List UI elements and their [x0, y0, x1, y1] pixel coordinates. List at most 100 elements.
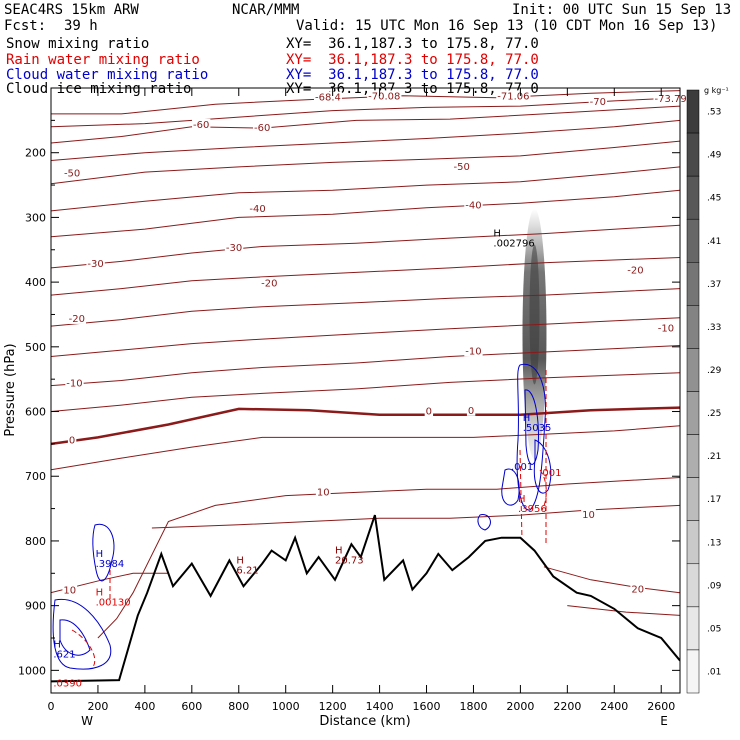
colorbar-segment — [686, 649, 700, 694]
y-tick-label: 500 — [25, 341, 46, 354]
cloud-water-contour — [92, 523, 115, 582]
isotherm-label-bg — [626, 264, 645, 276]
x-tick-label: 2200 — [553, 700, 581, 713]
colorbar-segment — [686, 218, 700, 263]
center-title: NCAR/MMM — [232, 2, 300, 18]
isotherm-label-bg — [224, 241, 244, 253]
isotherm-label: 10 — [63, 586, 76, 597]
cloud-water-contour — [501, 468, 520, 506]
colorbar-tick-label: .09 — [707, 581, 722, 591]
extremum-value: .001 — [511, 462, 533, 473]
temperature-isotherm — [51, 372, 680, 412]
isotherm-label: -50 — [64, 168, 80, 179]
x-tick-label: 0 — [48, 700, 55, 713]
field-rain-xy: XY= 36.1,187.3 to 175.8, 77.0 — [286, 52, 539, 68]
extremum-marker: H — [493, 229, 501, 240]
cloud-ice-core — [529, 244, 540, 385]
x-tick-label: 1200 — [319, 700, 347, 713]
x-tick-label: 1000 — [272, 700, 300, 713]
colorbar-segment — [686, 606, 700, 651]
isotherm-label: 20 — [631, 584, 644, 595]
y-tick-label: 700 — [25, 470, 46, 483]
rain-water-contour — [519, 449, 523, 541]
field-snow-name: Snow mixing ratio — [6, 36, 150, 52]
extremum-marker: H — [236, 555, 244, 566]
colorbar-segment — [686, 563, 700, 608]
extremum-marker: H — [335, 546, 343, 557]
isotherm-label-bg — [588, 96, 608, 108]
isotherm-label: -20 — [69, 314, 85, 325]
extremum-value: 6.21 — [236, 565, 258, 576]
isotherm-label: -60 — [193, 120, 209, 131]
extremum-value: .0390 — [53, 679, 82, 690]
isotherm-label-bg — [260, 277, 279, 289]
extremum-marker: H — [523, 413, 531, 424]
y-tick-label: 800 — [25, 535, 46, 548]
isotherm-label: 0 — [426, 406, 432, 417]
colorbar-segment — [686, 132, 700, 177]
isotherm-label: 10 — [582, 510, 595, 521]
isotherm-label-bg — [656, 322, 676, 334]
isotherm-label-bg — [581, 509, 596, 520]
extremum-value: 20.73 — [335, 556, 364, 567]
colorbar-segment — [686, 520, 700, 565]
extremum-value: .002796 — [493, 239, 534, 250]
temperature-isotherm — [97, 477, 680, 639]
colorbar-tick-label: .53 — [707, 108, 721, 118]
extremum-value: .001 — [539, 468, 561, 479]
colorbar-segment — [686, 305, 700, 349]
isotherm-label: -20 — [261, 278, 277, 289]
colorbar-tick-label: .25 — [707, 409, 721, 419]
colorbar-segment — [686, 391, 700, 435]
isotherm-label-bg — [314, 91, 342, 103]
isotherm-label-bg — [367, 90, 402, 102]
x-tick-label: 400 — [134, 700, 155, 713]
isotherm-label: -68.4 — [315, 93, 341, 104]
fcst-label: Fcst: — [4, 18, 47, 34]
isotherm-label: -20 — [627, 265, 643, 276]
y-tick-label: 900 — [25, 600, 46, 613]
field-cloud-water-name: Cloud water mixing ratio — [6, 67, 209, 83]
field-cloud-water-xy: XY= 36.1,187.3 to 175.8, 77.0 — [286, 67, 539, 83]
model-title: SEAC4RS 15km ARW — [4, 2, 139, 18]
y-axis-label: Pressure (hPa) — [3, 343, 18, 436]
cloud-water-contour — [524, 389, 539, 465]
isotherm-label: 10 — [317, 487, 330, 498]
isotherm-label: -10 — [658, 324, 674, 335]
extremum-marker: H — [518, 494, 526, 505]
colorbar-tick-label: .37 — [707, 280, 721, 290]
isotherm-label-bg — [630, 583, 646, 595]
temperature-isotherm — [51, 288, 680, 327]
extremum-marker: H — [53, 639, 61, 650]
isotherm-label: -60 — [254, 123, 270, 134]
cloud-water-contour — [52, 598, 112, 670]
colorbar-tick-label: .41 — [707, 237, 721, 247]
isotherm-label-bg — [65, 377, 84, 389]
x-tick-label: 1800 — [459, 700, 487, 713]
colorbar-segment — [686, 89, 700, 134]
terrain-profile — [51, 514, 680, 683]
isotherm-label-bg — [86, 257, 105, 269]
extremum-value: .5035 — [523, 423, 552, 434]
field-snow-xy: XY= 36.1,187.3 to 175.8, 77.0 — [286, 36, 539, 52]
isotherm-label: 0 — [69, 436, 75, 447]
x-end-label-east: E — [660, 714, 668, 728]
isotherm-label-bg — [424, 405, 434, 417]
extremum-value: .3984 — [96, 559, 125, 570]
colorbar-segment — [686, 434, 700, 478]
isotherm-label: -73.79 — [654, 94, 686, 105]
y-tick-label: 600 — [25, 406, 46, 419]
colorbar-tick-label: .29 — [707, 366, 722, 376]
temperature-isotherm — [51, 317, 680, 357]
valid-time: Valid: 15 UTC Mon 16 Sep 13 (10 CDT Mon … — [296, 18, 718, 34]
extremum-value: .3956 — [518, 504, 547, 515]
temperature-isotherm — [567, 605, 680, 616]
rain-water-contour — [71, 629, 96, 669]
isotherm-label-bg — [315, 486, 331, 498]
y-tick-label: 300 — [25, 211, 46, 224]
extremum-value: .00130 — [96, 598, 131, 609]
field-rain-name: Rain water mixing ratio — [6, 52, 200, 68]
isotherm-label: -50 — [454, 162, 470, 173]
isotherm-label-bg — [253, 122, 272, 134]
